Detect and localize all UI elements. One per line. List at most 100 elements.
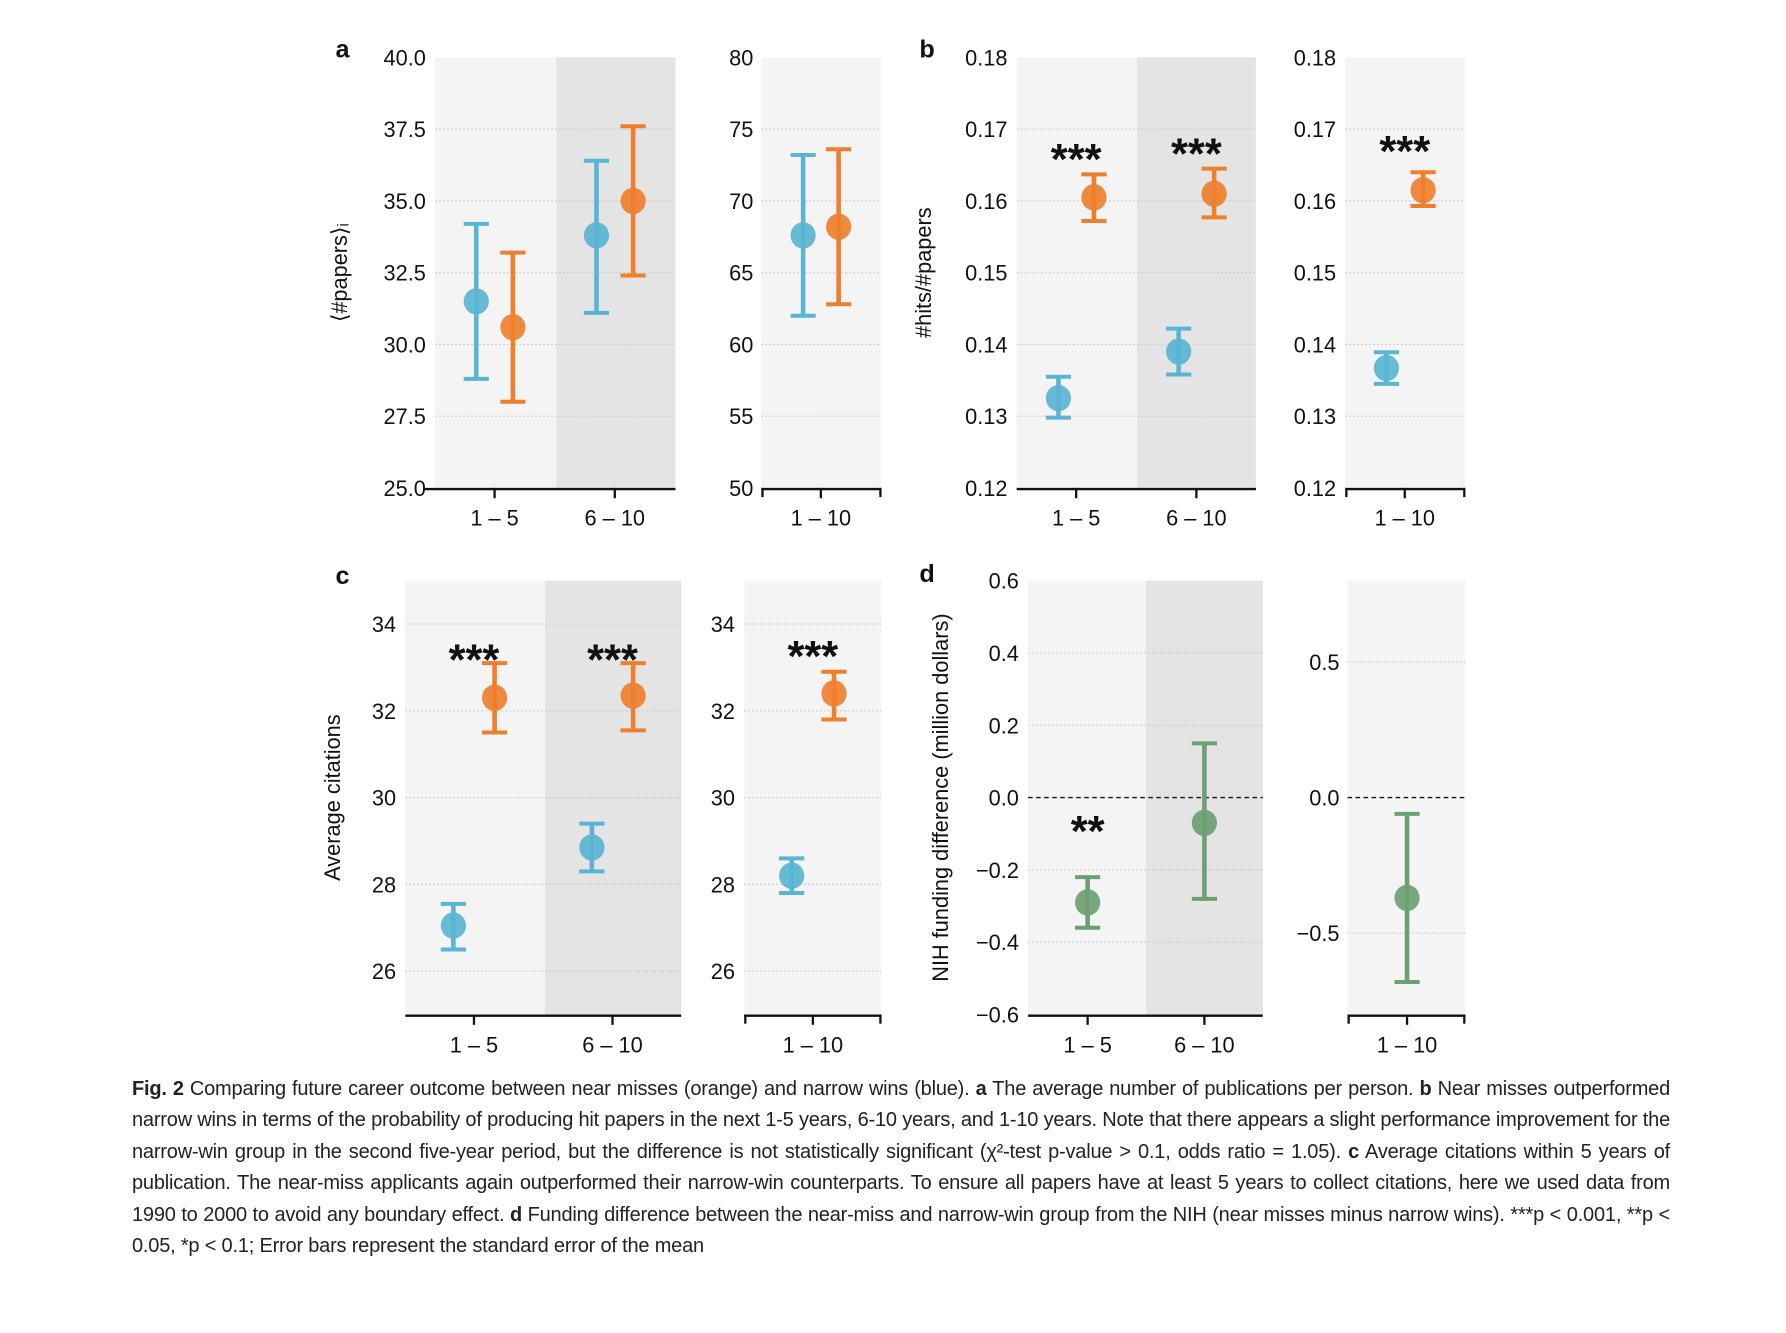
data-point	[1410, 176, 1436, 204]
panel-label: c	[335, 562, 349, 590]
y-tick-label: 0.0	[989, 786, 1019, 811]
y-tick-label: 32.5	[384, 261, 426, 286]
y-tick-label: 34	[372, 612, 396, 637]
data-point	[500, 314, 526, 341]
y-tick-label: 0.18	[965, 45, 1007, 70]
subplot-d-6: −0.6 −0.4 −0.2 0.0 0.2 0.4 0.6 1 – 5 6 – 10 ** NIH…	[919, 560, 1263, 1057]
data-point	[583, 222, 610, 249]
significance-marker: ***	[1051, 136, 1102, 184]
y-tick-label: 30	[711, 786, 735, 811]
y-tick-label: 25.0	[384, 476, 426, 501]
y-tick-label: 0.13	[965, 404, 1007, 429]
subplot-c-4: 26 28 30 32 34 1 – 5 6 – 10 *** *** Average citat…	[320, 562, 682, 1057]
y-tick-label: 0.13	[1294, 404, 1336, 429]
data-point	[1373, 354, 1400, 382]
x-tick-label: 1 – 5	[470, 506, 518, 531]
significance-marker: **	[1071, 808, 1105, 856]
subplot-right-5: 26 28 30 32 34 1 – 10 ***	[711, 580, 882, 1057]
x-tick-label: 6 – 10	[585, 506, 645, 531]
y-tick-label: 0.2	[989, 713, 1019, 738]
y-tick-label: 75	[729, 117, 753, 142]
y-axis-label: ⟨#papers⟩ᵢ	[327, 223, 352, 322]
y-tick-label: 35.0	[384, 189, 426, 214]
subplot-a-0: 25.0 27.5 30.0 32.5 35.0 37.5 40.0 1 – 5 6 – 10 ⟨…	[327, 35, 676, 531]
subplot-right-7: −0.5 0.0 0.5 1 – 10	[1297, 580, 1466, 1057]
y-tick-label: 30.0	[384, 332, 426, 357]
y-tick-label: −0.2	[976, 858, 1019, 883]
y-tick-label: 34	[711, 612, 735, 637]
subplot-right-1: 50 55 60 65 70 75 80 1 – 10	[729, 45, 882, 531]
y-tick-label: 0.15	[965, 261, 1007, 286]
y-tick-label: 0.14	[1294, 332, 1336, 357]
data-point	[1191, 809, 1217, 837]
y-tick-label: 0.18	[1294, 45, 1336, 70]
y-tick-label: 55	[729, 404, 753, 429]
data-point	[790, 222, 816, 249]
y-tick-label: 0.15	[1294, 261, 1336, 286]
significance-marker: ***	[1379, 128, 1430, 176]
y-tick-label: 0.6	[989, 569, 1019, 594]
y-tick-label: 40.0	[384, 45, 426, 70]
panel-label: b	[919, 35, 934, 63]
data-point	[1394, 884, 1420, 912]
x-tick-label: 1 – 5	[450, 1032, 498, 1057]
y-tick-label: 50	[729, 476, 753, 501]
data-point	[620, 682, 646, 709]
y-axis-label: #hits/#papers	[911, 207, 936, 338]
data-point	[1166, 338, 1192, 365]
y-tick-label: 0.12	[1294, 476, 1336, 501]
caption-intro: Comparing future career outcome between …	[183, 1078, 976, 1100]
y-tick-label: 0.17	[1294, 117, 1336, 142]
y-tick-label: 28	[372, 872, 396, 897]
y-tick-label: −0.4	[976, 930, 1019, 955]
significance-marker: ***	[587, 637, 638, 685]
figure-caption: Fig. 2 Comparing future career outcome b…	[132, 1074, 1670, 1262]
data-point	[826, 213, 852, 240]
caption-a-label: a	[975, 1078, 987, 1100]
y-tick-label: 26	[372, 959, 396, 984]
data-point	[1075, 889, 1101, 916]
y-tick-label: 0.14	[965, 332, 1007, 357]
y-tick-label: 0.0	[1309, 786, 1339, 811]
y-tick-label: 26	[711, 959, 735, 984]
caption-d-label: d	[509, 1203, 522, 1226]
data-point	[440, 912, 466, 939]
data-point	[1081, 184, 1107, 211]
x-tick-label: 1 – 5	[1052, 506, 1100, 531]
y-tick-label: 0.12	[965, 476, 1007, 501]
subplot-b-2: 0.12 0.13 0.14 0.15 0.16 0.17 0.18 1 – 5 6 – 10 *…	[911, 35, 1256, 531]
y-tick-label: 30	[372, 786, 396, 811]
significance-marker: ***	[1171, 130, 1222, 178]
y-tick-label: −0.6	[976, 1003, 1019, 1028]
y-tick-label: 27.5	[384, 404, 426, 429]
caption-b-text: Near misses outperformed narrow wins in …	[132, 1078, 1670, 1163]
data-point	[1045, 385, 1072, 412]
x-tick-label: 6 – 10	[1174, 1032, 1234, 1057]
shaded-period-background	[1136, 57, 1256, 488]
x-tick-label: 1 – 10	[783, 1032, 843, 1057]
y-axis-label: NIH funding difference (million dollars)	[928, 613, 953, 981]
data-point	[481, 684, 508, 711]
y-tick-label: 0.5	[1309, 650, 1339, 675]
y-tick-label: 0.4	[989, 641, 1019, 666]
y-tick-label: −0.5	[1297, 921, 1340, 946]
y-tick-label: 0.16	[965, 189, 1007, 214]
panel-label: d	[919, 560, 934, 588]
y-tick-label: 32	[372, 699, 396, 724]
caption-a-text: The average number of publications per p…	[986, 1078, 1420, 1100]
data-point	[821, 680, 847, 707]
x-tick-label: 6 – 10	[1166, 506, 1226, 531]
data-point	[463, 288, 489, 315]
y-tick-label: 65	[729, 261, 753, 286]
caption-fig-label: Fig. 2	[132, 1078, 184, 1100]
significance-marker: ***	[787, 633, 838, 681]
data-point	[779, 862, 805, 889]
caption-d-text: Funding difference between the near-miss…	[132, 1203, 1671, 1258]
y-tick-label: 60	[729, 332, 753, 357]
panel-label: a	[335, 35, 350, 63]
y-axis-label: Average citations	[320, 714, 345, 881]
x-tick-label: 1 – 10	[1377, 1032, 1437, 1057]
y-tick-label: 28	[711, 872, 735, 897]
